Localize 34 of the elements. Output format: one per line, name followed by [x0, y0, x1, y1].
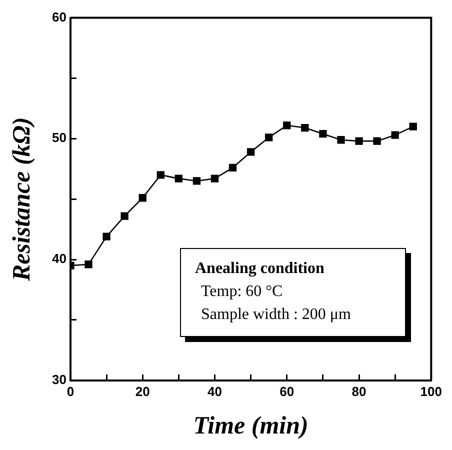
y-tick-label: 60	[52, 9, 66, 24]
point	[228, 164, 237, 172]
y-tick-label: 50	[52, 130, 66, 146]
y-tick-label: 40	[52, 251, 66, 266]
x-tick-label: 80	[352, 384, 366, 399]
annotation: Sample width : 200 μm	[200, 305, 352, 325]
point	[265, 134, 273, 142]
point	[246, 148, 255, 156]
x-tick-label: 60	[280, 384, 294, 399]
point	[337, 136, 345, 144]
x-axis-title: Time (min)	[193, 412, 308, 440]
point	[319, 130, 327, 138]
annotation: Temp: 60 °C	[200, 282, 284, 302]
point	[210, 174, 219, 182]
x-tick-label: 40	[208, 384, 222, 399]
point	[192, 177, 201, 185]
x-tick-label: 0	[66, 384, 74, 399]
point	[355, 137, 363, 145]
y-axis-title: Resistance (kΩ)	[8, 117, 36, 282]
point	[102, 232, 110, 240]
point	[301, 124, 309, 132]
point	[156, 171, 164, 179]
point	[138, 194, 146, 202]
point	[409, 122, 417, 130]
annotation: Anealing condition	[195, 259, 326, 279]
x-tick-label: 20	[135, 384, 150, 399]
point	[174, 174, 182, 182]
y-tick-label: 30	[52, 372, 66, 387]
x-tick-label: 100	[420, 384, 442, 399]
point	[391, 131, 399, 139]
point	[84, 260, 92, 268]
point	[373, 137, 381, 145]
point	[283, 122, 291, 130]
point	[120, 212, 128, 220]
